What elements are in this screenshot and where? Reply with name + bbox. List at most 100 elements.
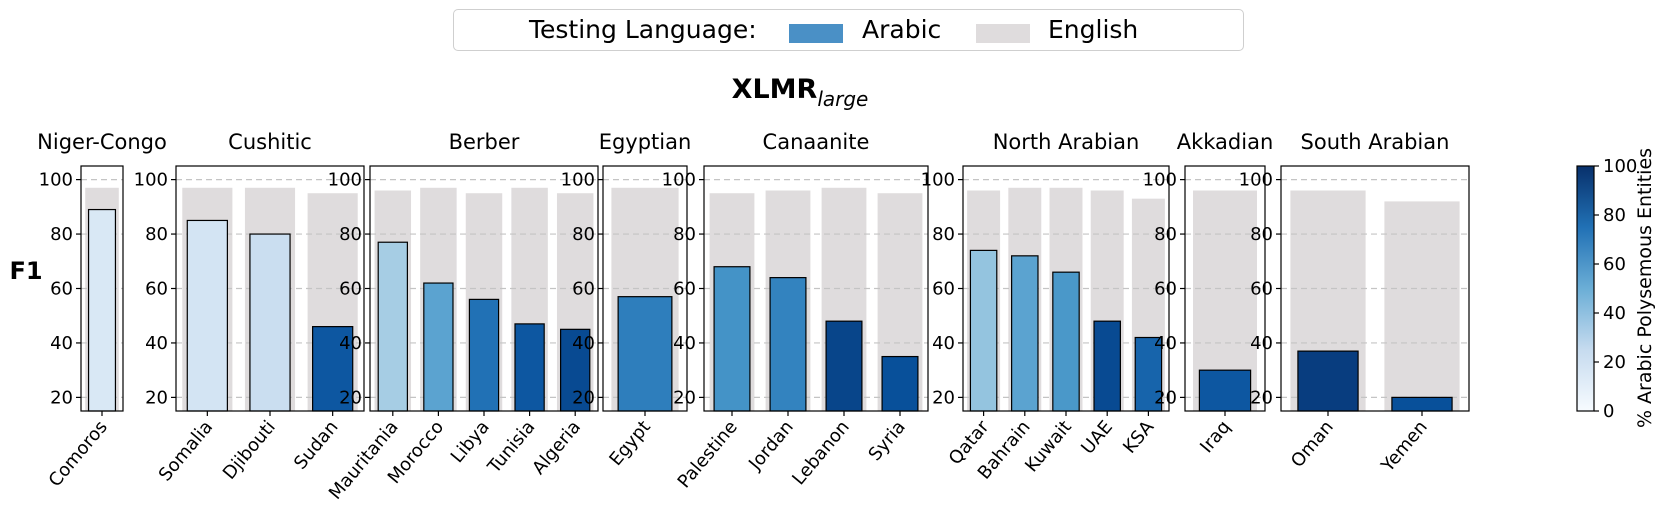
legend-swatch-english <box>976 24 1030 43</box>
y-tick-label: 80 <box>339 224 362 245</box>
x-tick-label: Jordan <box>744 417 798 475</box>
colorbar-tick-label: 60 <box>1603 254 1626 275</box>
x-tick-label: Iraq <box>1196 417 1235 457</box>
figure-title-main: XLMR <box>732 74 818 105</box>
y-tick-label: 40 <box>1154 333 1177 354</box>
y-tick-label: 60 <box>572 279 595 300</box>
y-tick-label: 100 <box>328 170 362 191</box>
colorbar-tick-label: 40 <box>1603 303 1626 324</box>
y-tick-label: 80 <box>1154 224 1177 245</box>
legend-swatch-arabic <box>789 24 843 43</box>
x-tick-label: Syria <box>864 417 909 465</box>
y-tick-label: 20 <box>572 387 595 408</box>
colorbar-ticks: 0 20 40 60 80 100 <box>1594 156 1637 422</box>
x-tick-label: Algeria <box>528 417 585 479</box>
panel-south-arabian: 20 40 60 80 100 Oman Yemen South Arabian <box>1239 130 1470 477</box>
panel-title: Berber <box>449 130 520 154</box>
y-tick-label: 40 <box>673 333 696 354</box>
panel-title: Egyptian <box>599 130 692 154</box>
panel-title: Niger-Congo <box>37 130 167 154</box>
bar-arabic <box>87 208 117 412</box>
colorbar-tick-label: 80 <box>1603 205 1626 226</box>
y-tick-label: 60 <box>673 279 696 300</box>
figure-title: XLMRlarge <box>732 74 869 111</box>
y-tick-label: 40 <box>145 333 168 354</box>
bar-arabic <box>825 320 863 412</box>
panel-title: Akkadian <box>1177 130 1274 154</box>
bar-arabic <box>468 298 500 412</box>
bar-arabic <box>1297 350 1359 412</box>
x-tick-label: Djibouti <box>219 417 280 484</box>
bar-arabic <box>186 219 228 412</box>
bar-arabic <box>249 233 291 412</box>
colorbar-tick-label: 0 <box>1603 401 1614 422</box>
y-tick-label: 80 <box>50 224 73 245</box>
y-tick-label: 20 <box>673 387 696 408</box>
y-tick-label: 80 <box>1250 224 1273 245</box>
y-tick-label: 100 <box>662 170 696 191</box>
panel-berber: 20406080100MauritaniaMoroccoLibyaTunisia… <box>325 130 599 504</box>
colorbar-label: % Arabic Polysemous Entities <box>1634 148 1656 428</box>
x-tick-label: Somalia <box>155 417 217 486</box>
bar-arabic <box>713 266 751 412</box>
y-tick-label: 20 <box>339 387 362 408</box>
y-tick-label: 20 <box>1154 387 1177 408</box>
y-tick-label: 60 <box>50 279 73 300</box>
bar-arabic <box>514 323 545 412</box>
bar-arabic <box>969 249 998 412</box>
bar-arabic <box>377 241 408 412</box>
y-tick-label: 40 <box>50 333 73 354</box>
bar-arabic <box>423 282 454 412</box>
figure-title-subscript: large <box>817 87 868 111</box>
x-tick-label: Comoros <box>45 417 112 491</box>
panel-title: South Arabian <box>1301 130 1450 154</box>
y-tick-label: 60 <box>1154 279 1177 300</box>
legend-label-english: English <box>1048 15 1139 44</box>
bar-arabic <box>617 296 673 412</box>
x-tick-label: Lebanon <box>788 417 854 490</box>
x-tick-label: KSA <box>1119 416 1159 458</box>
panel-title: North Arabian <box>993 130 1140 154</box>
bar-arabic <box>1391 396 1453 412</box>
bar-english <box>1384 201 1460 411</box>
bar-arabic <box>1011 255 1039 412</box>
y-tick-label: 20 <box>1250 387 1273 408</box>
y-tick-label: 60 <box>932 279 955 300</box>
y-tick-label: 40 <box>932 333 955 354</box>
x-tick-label: Kuwait <box>1021 417 1076 477</box>
x-tick-label: Sudan <box>290 417 343 474</box>
y-tick-label: 100 <box>134 170 168 191</box>
bar-arabic <box>769 277 807 412</box>
bar-arabic <box>1052 271 1080 412</box>
bar-arabic <box>1093 320 1121 412</box>
y-tick-label: 40 <box>572 333 595 354</box>
legend-title: Testing Language: <box>529 15 757 44</box>
y-tick-label: 100 <box>1239 170 1273 191</box>
chart-panels: 20 40 60 80 100 Comoros Niger-Congo 20 40 60 80 100… <box>37 130 1470 504</box>
y-tick-label: 100 <box>561 170 595 191</box>
y-tick-label: 60 <box>339 279 362 300</box>
x-tick-label: Yemen <box>1377 417 1432 477</box>
y-tick-label: 80 <box>145 224 168 245</box>
panel-title: Canaanite <box>763 130 870 154</box>
y-axis-label: F1 <box>9 257 42 285</box>
bar-arabic <box>1198 369 1252 412</box>
y-tick-label: 40 <box>339 333 362 354</box>
colorbar-scale <box>1576 165 1595 412</box>
y-tick-label: 80 <box>572 224 595 245</box>
colorbar-tick-label: 100 <box>1603 156 1637 177</box>
y-tick-label: 80 <box>673 224 696 245</box>
panel-egyptian: 20 40 60 80 100 Egypt Egyptian <box>561 130 692 470</box>
y-tick-label: 20 <box>932 387 955 408</box>
x-tick-label: Tunisia <box>483 417 539 478</box>
colorbar: 0 20 40 60 80 100 % Arabic Polysemous Entitie… <box>1576 148 1656 428</box>
legend: Testing Language: Arabic English <box>453 9 1244 51</box>
y-tick-label: 100 <box>39 170 73 191</box>
y-tick-label: 20 <box>145 387 168 408</box>
x-tick-label: UAE <box>1077 417 1117 459</box>
bar-arabic <box>312 326 354 412</box>
bar-arabic <box>1134 336 1163 412</box>
legend-label-arabic: Arabic <box>862 15 942 44</box>
